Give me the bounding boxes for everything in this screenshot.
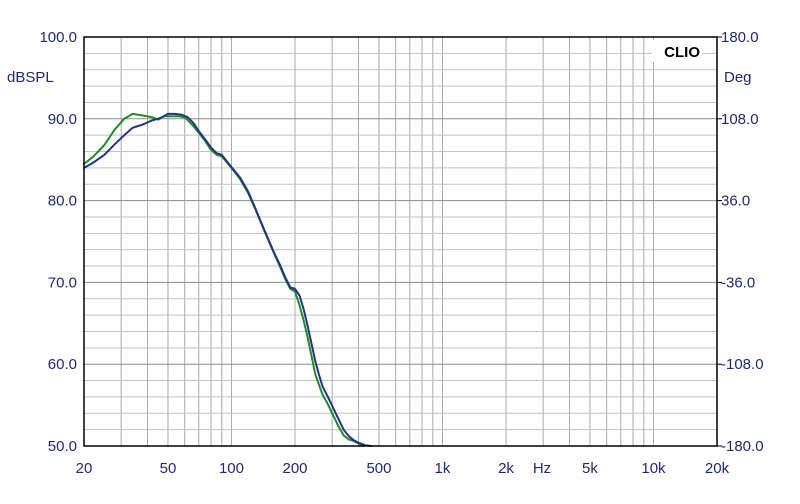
y-tick-label: 50.0 <box>48 438 77 455</box>
x-axis-unit-label: Hz <box>533 460 551 477</box>
x-tick-label: 10k <box>641 460 666 477</box>
right-tick-label: 108.0 <box>721 111 759 128</box>
left-axis-label: dBSPL <box>7 69 54 86</box>
right-tick-label: -180.0 <box>721 438 764 455</box>
x-tick-label: 2k <box>498 460 514 477</box>
right-tick-label: -36.0 <box>721 274 755 291</box>
y-tick-label: 90.0 <box>48 111 77 128</box>
y-tick-label: 70.0 <box>48 274 77 291</box>
x-tick-label: 1k <box>435 460 451 477</box>
data-series <box>83 112 373 447</box>
y-tick-label: 60.0 <box>48 356 77 373</box>
right-axis-label: Deg <box>724 69 752 86</box>
brand-label-background <box>652 40 702 62</box>
right-tick-label: -108.0 <box>721 356 764 373</box>
right-axis-ticks: 180.0 108.0 36.0 -36.0 -108.0 -180.0 <box>717 29 764 455</box>
right-tick-label: 36.0 <box>721 193 750 210</box>
minor-gridlines <box>84 37 717 446</box>
x-tick-label: 20k <box>705 460 730 477</box>
right-tick-label: 180.0 <box>721 29 759 46</box>
x-tick-label: 5k <box>582 460 598 477</box>
x-tick-label: 100 <box>219 460 244 477</box>
x-tick-label: 500 <box>366 460 391 477</box>
brand-label: CLIO <box>664 44 700 61</box>
bottom-axis-ticks: 20 50 100 200 500 1k 2k 5k 10k 20k <box>76 460 730 477</box>
y-tick-label: 100.0 <box>39 29 77 46</box>
left-axis-ticks: 100.0 90.0 80.0 70.0 60.0 50.0 <box>39 29 77 455</box>
y-tick-label: 80.0 <box>48 193 77 210</box>
x-tick-label: 20 <box>76 460 93 477</box>
x-tick-label: 50 <box>160 460 177 477</box>
x-tick-label: 200 <box>282 460 307 477</box>
plot-frame <box>83 36 718 447</box>
series-line-2 <box>83 112 373 447</box>
